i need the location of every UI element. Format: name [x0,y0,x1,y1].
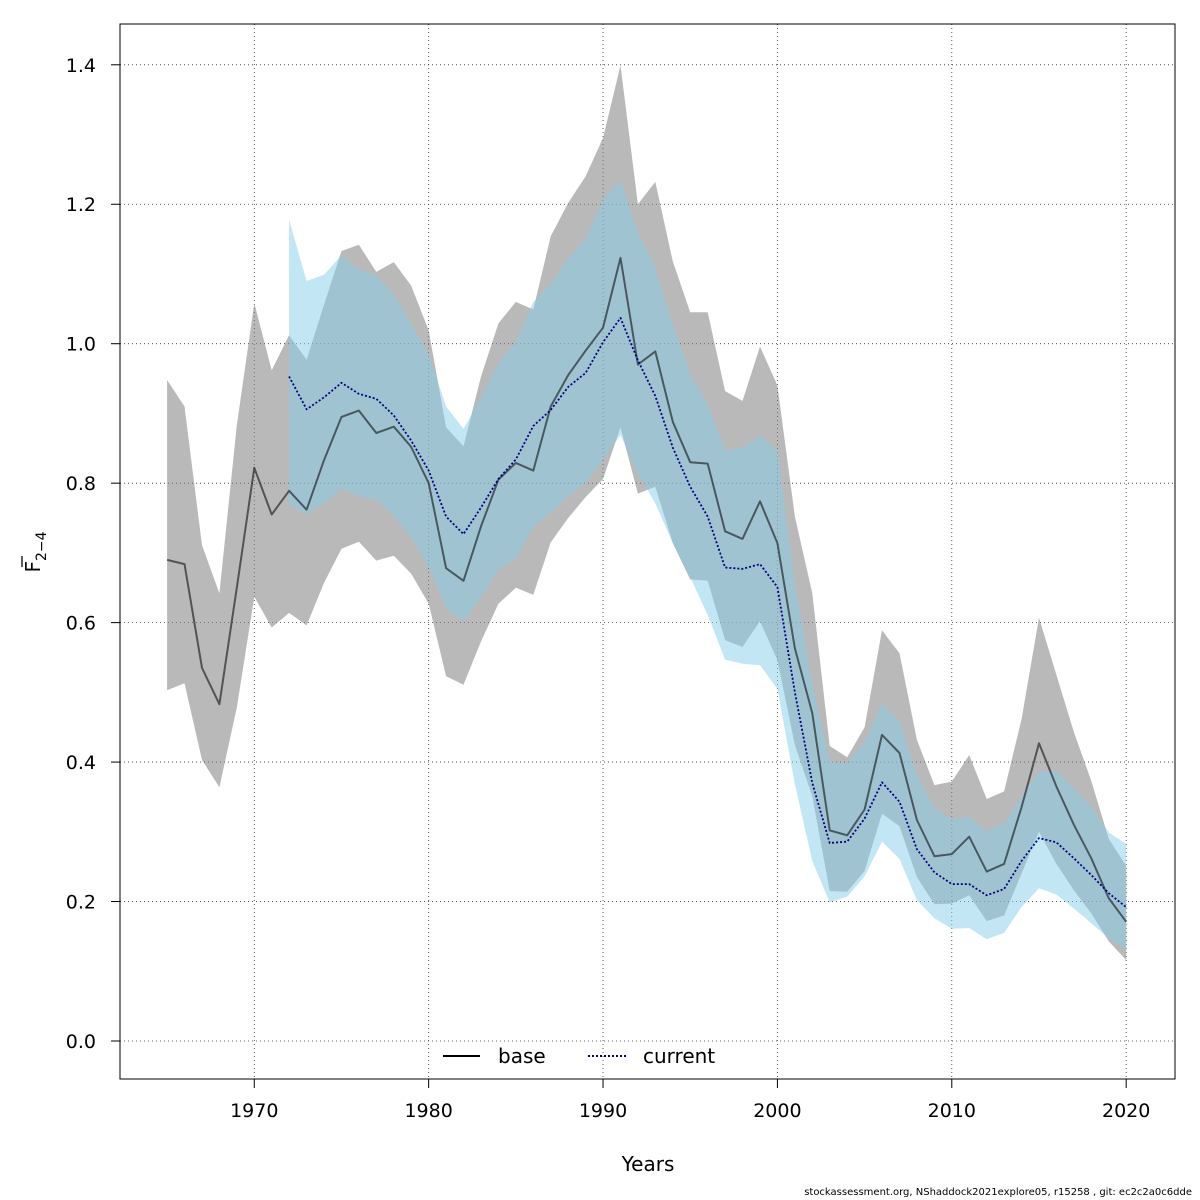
x-tick-label-1970: 1970 [230,1100,278,1122]
legend: base current [443,1044,715,1068]
x-tick-label-2020: 2020 [1102,1100,1150,1122]
current-series-line [288,316,1127,908]
y-axis-label: F2−4 [21,531,50,572]
y-tick-label-4: 0.8 [66,473,96,495]
x-tick-label-1980: 1980 [404,1100,452,1122]
y-axis: 0.0 0.2 0.4 0.6 0.8 1.0 1.2 1.4 [66,55,120,1053]
y-axis-label-subscript: 2−4 [34,531,50,561]
y-tick-label-5: 1.0 [66,334,96,356]
plot-frame [119,23,1176,1080]
confidence-bands [167,65,1127,961]
y-tick-label-6: 1.2 [66,194,96,216]
y-tick-label-1: 0.2 [66,892,96,914]
x-tick-label-2010: 2010 [928,1100,976,1122]
current-confidence-band [289,180,1127,951]
legend-label-current: current [643,1044,715,1068]
footer-credit: stockassessment.org, NShaddock2021explor… [804,1187,1192,1198]
y-tick-label-0: 0.0 [66,1031,96,1053]
base-series-line [166,256,1128,923]
x-axis-label: Years [621,1152,675,1176]
y-tick-label-3: 0.6 [66,613,96,635]
x-tick-label-2000: 2000 [753,1100,801,1122]
y-axis-label-main: F [21,561,45,573]
svg-text:F2−4: F2−4 [21,531,50,572]
y-tick-label-2: 0.4 [66,752,96,774]
x-axis: 1970 1980 1990 2000 2010 2020 [230,1079,1150,1122]
legend-label-base: base [498,1044,546,1068]
x-tick-label-1990: 1990 [579,1100,627,1122]
y-tick-label-7: 1.4 [66,55,96,77]
series-lines [166,256,1128,923]
